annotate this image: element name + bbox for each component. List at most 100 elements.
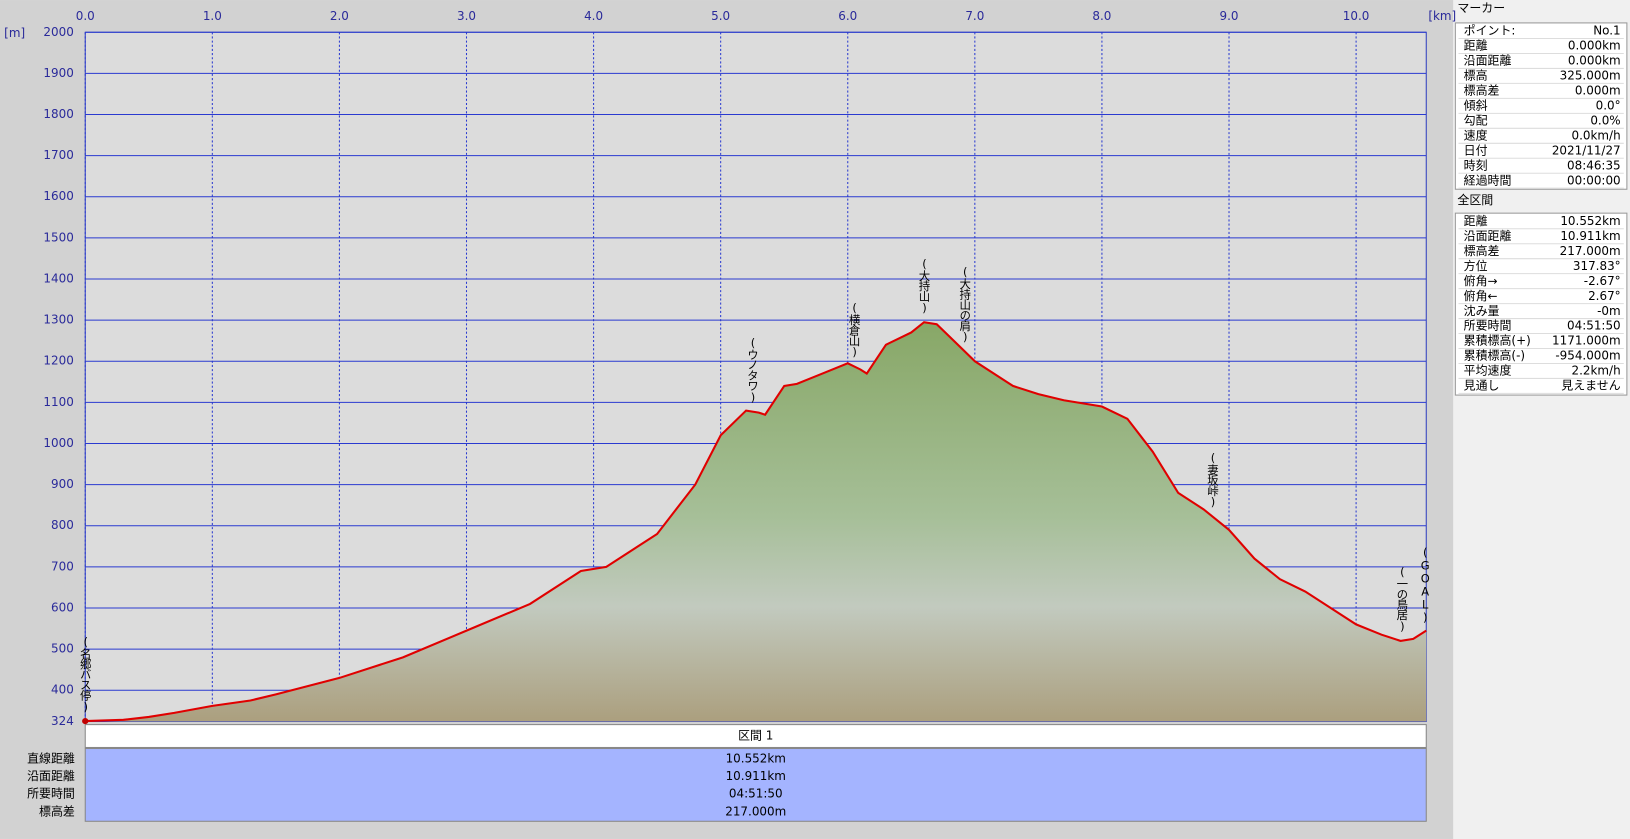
panel-label: 俯角→ (1464, 273, 1498, 288)
panel-label: 速度 (1464, 128, 1488, 143)
x-tick-label: 6.0 (838, 9, 857, 23)
y-tick-label: 900 (51, 477, 74, 491)
x-tick-label: 0.0 (76, 9, 95, 23)
panel-label: 標高 (1464, 68, 1488, 83)
y-tick-label: 600 (51, 600, 74, 614)
y-tick-label: 1200 (43, 354, 73, 368)
y-tick-label: 800 (51, 518, 74, 532)
x-tick-label: 2.0 (330, 9, 349, 23)
panel-label: 標高差 (1464, 243, 1500, 258)
panel-value: 10.911km (1560, 229, 1620, 243)
panel-value: -2.67° (1584, 274, 1621, 288)
y-tick-label: 700 (51, 559, 74, 573)
row-value: 217.000m (725, 804, 786, 818)
y-tick-label: 1600 (43, 189, 73, 203)
y-tick-label: 1000 (43, 436, 73, 450)
row-label: 標高差 (39, 803, 75, 818)
y-tick-label: 1700 (43, 148, 73, 162)
x-tick-label: 7.0 (965, 9, 984, 23)
panel-label: 累積標高(+) (1464, 333, 1531, 348)
row-label: 沿面距離 (27, 769, 75, 783)
y-tick-label: 1100 (43, 395, 73, 409)
panel-value: 2.67° (1588, 289, 1621, 303)
x-tick-label: 4.0 (584, 9, 603, 23)
table-header-text: 区間 1 (738, 729, 773, 743)
panel-value: -0m (1597, 304, 1621, 318)
panel-value: 00:00:00 (1567, 173, 1621, 187)
panel-value: 0.0% (1590, 114, 1620, 128)
marker-title: マーカー (1457, 1, 1505, 15)
x-tick-label: 8.0 (1092, 9, 1111, 23)
panel-value: 10.552km (1560, 214, 1620, 228)
row-label: 直線距離 (27, 750, 75, 765)
panel-value: 0.0km/h (1572, 129, 1621, 143)
y-tick-label: 1300 (43, 313, 73, 327)
panel-label: 平均速度 (1464, 363, 1512, 378)
panel-label: 方位 (1464, 258, 1488, 273)
y-unit: [m] (4, 26, 25, 40)
panel-label: 所要時間 (1464, 319, 1512, 333)
panel-label: 時刻 (1464, 158, 1488, 172)
waypoint-label: (名郷バス停) (79, 635, 93, 713)
y-tick-label: 324 (51, 714, 74, 728)
waypoint-label: (妻坂峠) (1206, 451, 1220, 508)
panel-value: 317.83° (1573, 259, 1621, 273)
panel-label: 標高差 (1464, 83, 1500, 98)
panel-label: 沈み量 (1464, 303, 1500, 318)
row-value: 10.911km (726, 769, 786, 783)
panel-value: 0.000km (1568, 39, 1621, 53)
waypoint-label: (ウノタワ) (746, 336, 760, 403)
y-tick-label: 400 (51, 683, 74, 697)
panel-value: 0.000m (1575, 84, 1621, 98)
panel-label: 俯角← (1464, 288, 1498, 303)
panel-label: 距離 (1464, 39, 1488, 53)
x-tick-label: 5.0 (711, 9, 730, 23)
panel-label: ポイント: (1464, 24, 1516, 38)
row-label: 所要時間 (27, 787, 75, 801)
x-tick-label: 1.0 (203, 9, 222, 23)
waypoint-label: (大持山) (918, 257, 932, 314)
panel-value: -954.000m (1555, 349, 1620, 363)
panel-value: 325.000m (1560, 69, 1621, 83)
panel-value: 0.000km (1568, 54, 1621, 68)
panel-value: 1171.000m (1552, 334, 1621, 348)
marker-box (1454, 22, 1628, 190)
panel-label: 経過時間 (1464, 173, 1512, 187)
profile-line (85, 321, 1427, 723)
waypoint-label: (GOAL) (1418, 545, 1432, 623)
panel-label: 勾配 (1464, 114, 1488, 128)
panel-value: 217.000m (1560, 244, 1621, 258)
panel-label: 累積標高(-) (1464, 348, 1525, 363)
table-body (84, 747, 1427, 822)
panel-label: 沿面距離 (1464, 229, 1512, 243)
panel-label: 傾斜 (1464, 99, 1488, 113)
panel-label: 日付 (1464, 143, 1488, 157)
total-title: 全区間 (1457, 192, 1493, 207)
y-tick-label: 1900 (43, 66, 73, 80)
x-tick-label: 10.0 (1343, 9, 1370, 23)
row-value: 10.552km (726, 751, 786, 765)
panel-value: 見えません (1561, 379, 1620, 393)
area-fill (85, 322, 1427, 722)
x-tick-label: 9.0 (1220, 9, 1239, 23)
waypoint-label: (横倉山) (848, 301, 862, 358)
panel-label: 見通し (1464, 379, 1500, 393)
waypoint-label: (一の鳥居) (1395, 565, 1409, 632)
row-value: 04:51:50 (729, 787, 783, 801)
table-header (84, 724, 1427, 748)
panel-value: 08:46:35 (1567, 158, 1621, 172)
start-marker (82, 717, 89, 725)
y-tick-label: 500 (51, 642, 74, 656)
panel-value: 2021/11/27 (1552, 143, 1621, 157)
x-tick-label: 3.0 (457, 9, 476, 23)
waypoint-label: (大持山の肩) (958, 265, 972, 343)
x-unit: [km] (1428, 9, 1456, 23)
y-tick-label: 1400 (43, 272, 73, 286)
panel-label: 沿面距離 (1464, 54, 1512, 68)
panel-value: 2.2km/h (1572, 364, 1621, 378)
y-tick-label: 2000 (43, 25, 73, 39)
panel-value: No.1 (1593, 24, 1620, 38)
y-tick-label: 1800 (43, 107, 73, 121)
